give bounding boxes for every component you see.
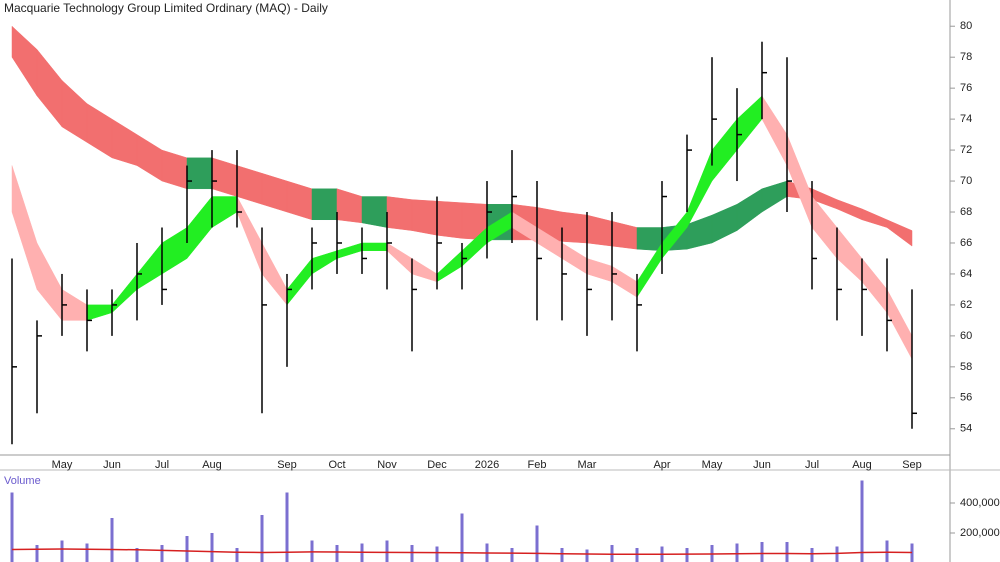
volume-bar bbox=[560, 548, 564, 562]
volume-bar bbox=[760, 542, 764, 562]
ma-ribbon bbox=[636, 227, 663, 251]
ma-ribbon bbox=[311, 188, 338, 221]
panel-title: Volume bbox=[4, 475, 41, 487]
x-tick-label: Mar bbox=[578, 459, 597, 471]
volume-bar bbox=[35, 545, 39, 562]
volume-bar bbox=[185, 536, 189, 562]
volume-bar bbox=[860, 480, 864, 562]
y-tick-label: 76 bbox=[960, 82, 972, 94]
volume-bar bbox=[460, 513, 464, 562]
y-tick-label: 68 bbox=[960, 206, 972, 218]
chart-title: Macquarie Technology Group Limited Ordin… bbox=[4, 1, 328, 15]
volume-bar bbox=[910, 543, 914, 562]
y-tick-label: 72 bbox=[960, 144, 972, 156]
x-tick-label: Jul bbox=[805, 459, 819, 471]
y-tick-label: 78 bbox=[960, 51, 972, 63]
volume-bar bbox=[835, 546, 839, 562]
x-tick-label: 2026 bbox=[475, 459, 499, 471]
y-tick-label: 74 bbox=[960, 113, 972, 125]
volume-bar bbox=[885, 540, 889, 562]
volume-bar bbox=[810, 548, 814, 562]
y-tick-label: 58 bbox=[960, 361, 972, 373]
volume-bar bbox=[535, 525, 539, 562]
volume-bar bbox=[160, 545, 164, 562]
y-tick-label: 200,000 bbox=[960, 527, 1000, 539]
ma-ribbon bbox=[886, 219, 913, 247]
volume-bar bbox=[685, 548, 689, 562]
x-tick-label: Oct bbox=[328, 459, 345, 471]
x-tick-label: Jun bbox=[753, 459, 771, 471]
volume-bar bbox=[610, 545, 614, 562]
volume-ma bbox=[11, 548, 913, 556]
y-tick-label: 80 bbox=[960, 20, 972, 32]
volume-bar bbox=[60, 540, 64, 562]
y-tick-label: 400,000 bbox=[960, 497, 1000, 509]
volume-bar bbox=[510, 548, 514, 562]
volume-bar bbox=[285, 492, 289, 562]
x-tick-label: May bbox=[52, 459, 73, 471]
x-tick-label: Nov bbox=[377, 459, 397, 471]
ma-ribbon bbox=[361, 196, 388, 228]
volume-bar bbox=[210, 533, 214, 562]
ma-ribbon bbox=[411, 199, 438, 236]
x-tick-label: Sep bbox=[277, 459, 297, 471]
volume-bar bbox=[85, 543, 89, 562]
y-tick-label: 64 bbox=[960, 268, 972, 280]
volume-bar bbox=[410, 545, 414, 562]
x-tick-label: Feb bbox=[528, 459, 547, 471]
volume-bar bbox=[735, 543, 739, 562]
y-tick-label: 54 bbox=[960, 423, 972, 435]
x-tick-label: May bbox=[702, 459, 723, 471]
x-tick-label: Dec bbox=[427, 459, 447, 471]
x-tick-label: Jul bbox=[155, 459, 169, 471]
x-tick-label: Aug bbox=[852, 459, 872, 471]
y-tick-label: 70 bbox=[960, 175, 972, 187]
ma-ribbon bbox=[186, 157, 213, 190]
x-tick-label: Jun bbox=[103, 459, 121, 471]
y-tick-label: 56 bbox=[960, 392, 972, 404]
ma-ribbon bbox=[561, 211, 588, 244]
x-tick-label: Apr bbox=[653, 459, 670, 471]
x-tick-label: Aug bbox=[202, 459, 222, 471]
volume-bar bbox=[335, 545, 339, 562]
volume-bar bbox=[110, 518, 114, 562]
volume-bar bbox=[10, 492, 14, 562]
x-tick-label: Sep bbox=[902, 459, 922, 471]
volume-bar bbox=[385, 540, 389, 562]
volume-bar bbox=[435, 546, 439, 562]
ma-ribbon bbox=[361, 242, 388, 251]
volume-bar bbox=[260, 515, 264, 562]
ma-ribbon bbox=[436, 200, 463, 239]
y-tick-label: 60 bbox=[960, 330, 972, 342]
y-tick-label: 66 bbox=[960, 237, 972, 249]
y-tick-label: 62 bbox=[960, 299, 972, 311]
ma-ribbon bbox=[386, 196, 413, 231]
volume-bar bbox=[235, 548, 239, 562]
volume-bar bbox=[585, 549, 589, 562]
volume-bar bbox=[785, 542, 789, 562]
volume-bar bbox=[135, 548, 139, 562]
